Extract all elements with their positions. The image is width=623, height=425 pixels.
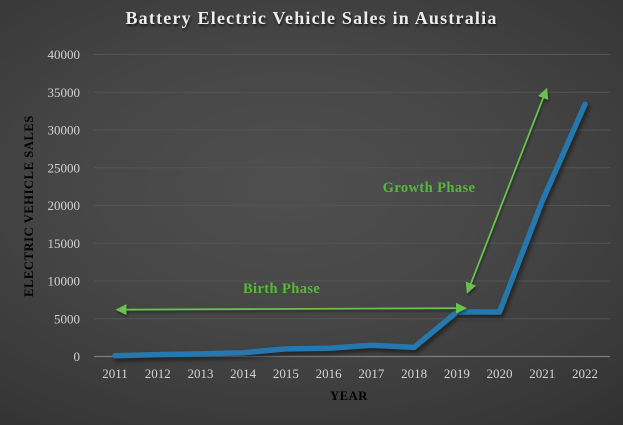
chart-title: Battery Electric Vehicle Sales in Austra… [125,8,498,28]
x-tick-label: 2017 [358,366,385,381]
growth-phase-label: Growth Phase [383,180,476,196]
x-tick-label: 2022 [572,366,598,381]
y-axis-title: ELECTRIC VEHICLE SALES [22,115,36,297]
x-tick-label: 2015 [273,366,299,381]
x-tick-label: 2014 [230,366,257,381]
sales-line-series [112,101,588,359]
y-axis-tick-labels: 0 5000 10000 15000 20000 25000 30000 35000 40000 [48,47,81,364]
y-tick-label: 0 [74,349,81,364]
birth-phase-arrow [115,302,468,316]
x-tick-label: 2012 [145,366,171,381]
x-tick-label: 2011 [102,366,128,381]
x-tick-label: 2013 [187,366,213,381]
y-tick-label: 10000 [48,274,81,289]
y-tick-label: 5000 [54,311,80,326]
y-tick-label: 15000 [48,236,81,251]
growth-phase-arrow [465,87,549,294]
x-tick-label: 2021 [529,366,555,381]
x-tick-label: 2018 [401,366,427,381]
y-tick-label: 30000 [48,123,81,138]
birth-phase-label: Birth Phase [243,281,320,297]
y-tick-label: 25000 [48,160,81,175]
x-tick-label: 2019 [444,366,470,381]
x-axis-tick-labels: 2011 2012 2013 2014 2015 2016 2017 2018 2019 2020… [102,366,598,381]
gridlines [94,54,610,358]
x-tick-label: 2016 [316,366,343,381]
x-axis-title: YEAR [330,389,368,403]
y-tick-label: 20000 [48,198,81,213]
y-tick-label: 40000 [48,47,81,62]
y-tick-label: 35000 [48,85,81,100]
x-tick-label: 2020 [487,366,513,381]
phase-annotations: Birth Phase Growth Phase [115,87,549,316]
